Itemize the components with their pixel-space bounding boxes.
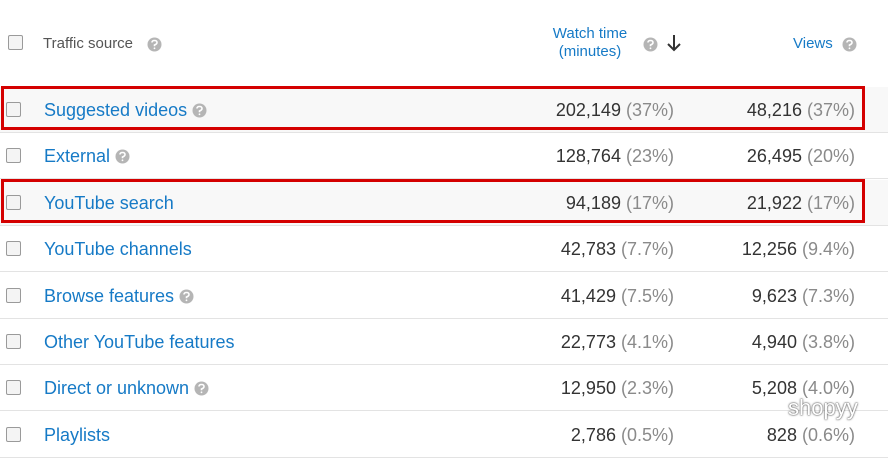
views-percent: (37%) [806, 100, 855, 120]
row-checkbox[interactable] [6, 287, 21, 303]
views-cell: 828 (0.6%) [767, 425, 855, 446]
views-percent: (3.8%) [801, 332, 855, 352]
traffic-source-link[interactable]: Suggested videos [44, 100, 207, 121]
views-percent: (7.3%) [801, 285, 855, 306]
row-checkbox[interactable] [6, 426, 21, 442]
views-cell: 48,216 (37%) [747, 100, 855, 121]
help-icon[interactable] [194, 381, 209, 396]
page: Traffic source Watch time (minutes) View… [0, 25, 888, 458]
watch-time-percent: (17%) [625, 192, 674, 213]
watch-time-value: 202,149 [555, 100, 621, 120]
watermark: shopyy [788, 395, 858, 420]
help-icon[interactable] [643, 37, 658, 52]
table-row: Direct or unknown 12,950 (2.3%) 5,208 (4.0… [0, 365, 888, 412]
watch-time-percent: (7.7%) [620, 239, 674, 260]
views-cell: 4,940 (3.8%) [752, 332, 855, 353]
watch-time-value: 12,950 [560, 378, 616, 399]
table-row: External 128,764 (23%) 26,495 (20%) [0, 133, 888, 180]
traffic-source-link[interactable]: YouTube channels [44, 239, 192, 260]
watch-time-value: 2,786 [570, 424, 616, 445]
traffic-source-link[interactable]: External [44, 146, 130, 167]
views-cell: 21,922 (17%) [747, 193, 855, 214]
views-cell: 9,623 (7.3%) [752, 286, 855, 307]
watch-time-percent: (4.1%) [620, 332, 674, 352]
highlight-box [1, 178, 865, 223]
views-percent: (9.4%) [801, 239, 855, 260]
views-header[interactable]: Views [793, 35, 833, 52]
views-cell: 5,208 (4.0%) [752, 378, 855, 399]
help-icon[interactable] [179, 289, 194, 304]
traffic-source-link[interactable]: Direct or unknown [44, 378, 209, 399]
views-value: 26,495 [746, 146, 802, 167]
row-checkbox[interactable] [6, 334, 21, 349]
traffic-source-header: Traffic source [43, 35, 134, 52]
select-all-checkbox[interactable] [8, 35, 23, 50]
watch-time-value: 128,764 [555, 146, 621, 167]
highlight-box [1, 86, 865, 130]
views-value: 21,922 [746, 192, 802, 213]
table-row: Playlists 2,786 (0.5%) 828 (0.6%) [0, 412, 888, 458]
traffic-source-link[interactable]: Playlists [44, 424, 111, 445]
watch-time-cell: 41,429 (7.5%) [561, 286, 674, 307]
traffic-source-link[interactable]: Other YouTube features [44, 332, 235, 352]
row-checkbox[interactable] [6, 102, 21, 117]
views-percent: (17%) [806, 192, 855, 213]
watch-time-percent: (37%) [625, 100, 674, 120]
views-percent: (4.0%) [801, 378, 855, 399]
watch-time-percent: (7.5%) [620, 285, 674, 306]
watch-time-cell: 42,783 (7.7%) [561, 239, 674, 260]
sort-arrow[interactable] [666, 34, 682, 52]
table-row: Other YouTube features 22,773 (4.1%) 4,940… [0, 319, 888, 365]
views-percent: (0.6%) [801, 424, 855, 445]
row-checkbox[interactable] [6, 194, 21, 210]
table-row: Browse features 41,429 (7.5%) 9,623 (7.3%) [0, 273, 888, 319]
watch-time-cell: 2,786 (0.5%) [571, 425, 674, 446]
help-icon[interactable] [192, 103, 207, 118]
watch-time-cell: 94,189 (17%) [566, 193, 674, 214]
views-value: 5,208 [751, 378, 797, 399]
watch-time-value: 94,189 [565, 192, 621, 213]
views-value: 828 [766, 424, 797, 445]
watch-time-header-line: (minutes) [558, 43, 622, 60]
views-value: 48,216 [746, 100, 802, 120]
watch-time-value: 22,773 [560, 332, 616, 352]
table-row: YouTube search 94,189 (17%) 21,922 (17%) [0, 179, 888, 226]
traffic-source-link[interactable]: Browse features [44, 286, 194, 307]
watch-time-percent: (0.5%) [620, 424, 674, 445]
table-row: YouTube channels 42,783 (7.7%) 12,256 (9.4… [0, 226, 888, 273]
help-icon[interactable] [842, 37, 857, 52]
views-value: 12,256 [741, 239, 797, 260]
views-cell: 12,256 (9.4%) [742, 239, 855, 260]
watch-time-cell: 22,773 (4.1%) [561, 332, 674, 353]
views-cell: 26,495 (20%) [747, 146, 855, 167]
table-row: Suggested videos 202,149 (37%) 48,216 (37%… [0, 87, 888, 133]
views-value: 4,940 [751, 332, 797, 352]
row-checkbox[interactable] [6, 241, 21, 257]
row-checkbox[interactable] [6, 380, 21, 396]
row-checkbox[interactable] [6, 148, 21, 164]
watch-time-percent: (2.3%) [620, 378, 674, 399]
watch-time-cell: 128,764 (23%) [556, 146, 674, 167]
watch-time-value: 42,783 [560, 239, 616, 260]
watch-time-header[interactable]: Watch time (minutes) [540, 25, 640, 61]
watch-time-value: 41,429 [560, 285, 616, 306]
views-percent: (20%) [806, 146, 855, 167]
help-icon[interactable] [147, 37, 162, 52]
watch-time-header-line: Watch time [552, 25, 628, 42]
traffic-source-link[interactable]: YouTube search [44, 192, 174, 213]
watch-time-cell: 202,149 (37%) [556, 100, 674, 121]
watch-time-percent: (23%) [625, 146, 674, 167]
watch-time-cell: 12,950 (2.3%) [561, 378, 674, 399]
help-icon[interactable] [115, 149, 130, 164]
views-value: 9,623 [751, 285, 797, 306]
